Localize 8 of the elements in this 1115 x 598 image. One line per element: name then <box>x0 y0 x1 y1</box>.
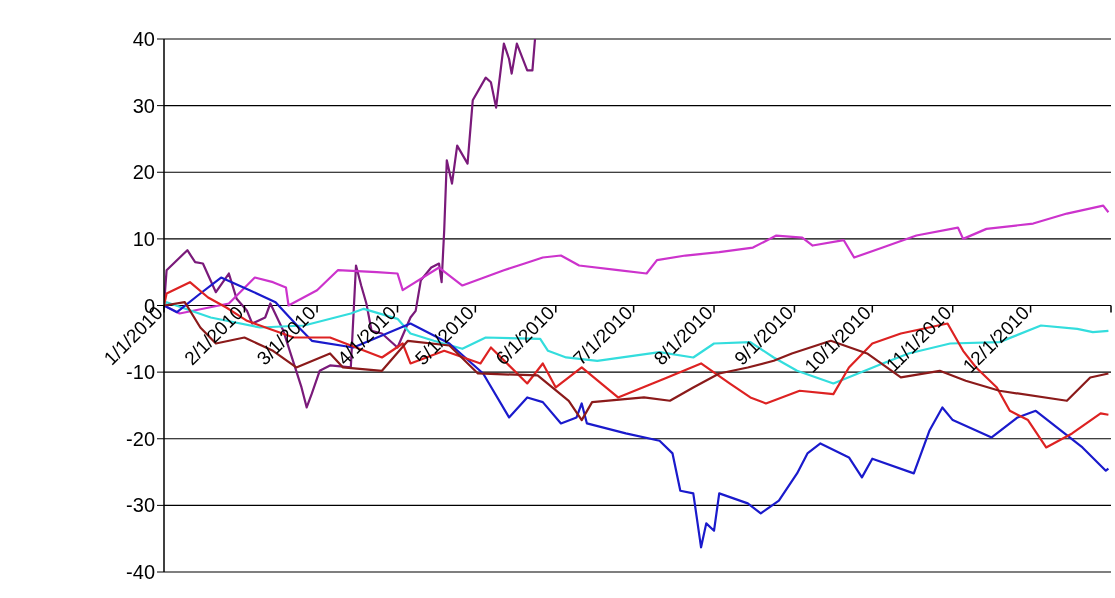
y-tick-label: -10 <box>126 361 155 384</box>
y-tick-label: 20 <box>132 161 155 184</box>
y-tick-label: -20 <box>126 427 155 450</box>
y-tick-label: -40 <box>126 561 155 584</box>
y-tick-label: -30 <box>126 494 155 517</box>
y-tick-label: 30 <box>132 94 155 117</box>
y-tick-label: 10 <box>132 227 155 250</box>
y-tick-label: 40 <box>132 28 155 51</box>
